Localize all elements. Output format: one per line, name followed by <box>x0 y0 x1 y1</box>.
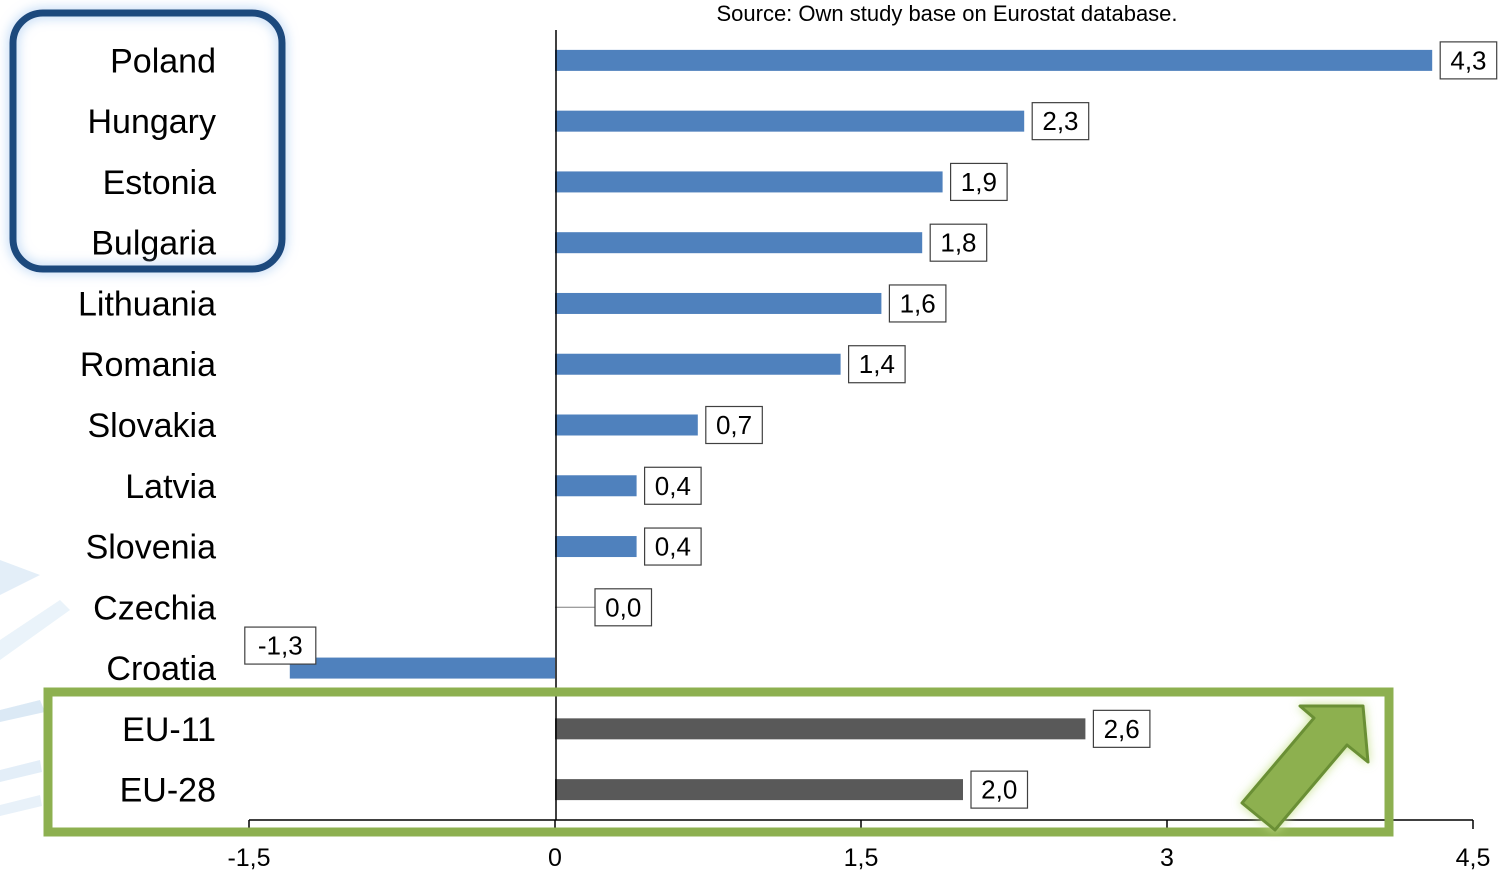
x-tick-label: 3 <box>1160 844 1174 872</box>
data-label-slovakia: 0,7 <box>716 410 752 440</box>
data-label-lithuania: 1,6 <box>900 288 936 318</box>
data-label-box-poland <box>1439 41 1498 80</box>
data-label-box-czechia <box>594 588 653 627</box>
data-label-eu-28: 2,0 <box>981 775 1017 805</box>
category-label-czechia: Czechia <box>93 589 216 627</box>
bar-eu-28 <box>555 779 963 801</box>
data-label-box-estonia <box>949 162 1008 202</box>
data-label-box-slovenia <box>643 527 702 566</box>
bar-bulgaria <box>555 232 923 254</box>
data-label-bulgaria: 1,8 <box>940 228 976 258</box>
data-label-box-hungary <box>1031 102 1090 141</box>
data-label-slovenia: 0,4 <box>655 532 691 562</box>
x-tick-label: 1,5 <box>844 844 879 872</box>
up-right-arrow-icon <box>1240 704 1370 832</box>
x-axis-ticks-group: -1,5 0 1,5 3 4,5 <box>227 820 1490 872</box>
bar-croatia <box>289 657 555 679</box>
bar-hungary <box>555 110 1025 132</box>
data-label-box-croatia <box>244 626 317 665</box>
data-label-romania: 1,4 <box>859 349 895 379</box>
category-label-eu-28: EU-28 <box>120 772 216 810</box>
data-label-latvia: 0,4 <box>655 471 691 501</box>
data-labels-group: 4,3 2,3 1,9 1,81,6 1,4 0,7 0,4 0,4 0,0 -1,3 2,6 2,0 <box>244 41 1498 809</box>
category-label-latvia: Latvia <box>125 468 216 506</box>
data-label-box-slovakia <box>705 405 763 445</box>
bar-romania <box>555 353 841 375</box>
category-label-lithuania: Lithuania <box>78 285 216 323</box>
data-label-box-latvia <box>643 466 702 505</box>
bar-poland <box>555 49 1433 71</box>
category-label-estonia: Estonia <box>103 164 216 202</box>
bar-estonia <box>555 171 943 193</box>
bars-group <box>289 49 1433 801</box>
data-label-box-eu-11 <box>1092 709 1151 748</box>
category-label-slovenia: Slovenia <box>86 529 217 567</box>
bar-eu-11 <box>555 718 1086 740</box>
x-tick-label: -1,5 <box>227 844 270 872</box>
data-label-box-romania <box>847 345 906 384</box>
data-label-czechia: 0,0 <box>605 592 641 622</box>
data-label-estonia: 1,9 <box>961 167 997 197</box>
background-decoration <box>0 560 70 816</box>
x-tick-label: 4,5 <box>1456 844 1491 872</box>
category-label-eu-11: EU-11 <box>122 711 216 749</box>
category-label-hungary: Hungary <box>87 103 216 141</box>
x-tick-label: 0 <box>548 844 562 872</box>
data-label-croatia: -1,3 <box>258 631 303 661</box>
data-label-poland: 4,3 <box>1450 45 1486 75</box>
bar-latvia <box>555 475 637 497</box>
data-label-box-eu-28 <box>970 770 1029 809</box>
bar-slovakia <box>555 414 698 436</box>
data-label-box-bulgaria <box>929 223 988 262</box>
category-labels-group: Poland Hungary Estonia Bulgaria Lithuania Rom… <box>78 42 216 809</box>
source-note: Source: Own study base on Eurostat datab… <box>716 1 1177 26</box>
bar-slovenia <box>555 536 637 558</box>
data-label-eu-11: 2,6 <box>1104 714 1140 744</box>
category-label-croatia: Croatia <box>106 650 216 688</box>
category-label-bulgaria: Bulgaria <box>91 225 216 263</box>
highlight-box-eu-aggregates <box>43 687 1394 837</box>
bar-lithuania <box>555 292 882 314</box>
category-label-poland: Poland <box>110 42 216 80</box>
highlight-box-top-countries <box>9 9 286 273</box>
category-label-slovakia: Slovakia <box>87 407 216 445</box>
data-label-box-lithuania <box>888 284 947 323</box>
data-label-hungary: 2,3 <box>1042 106 1078 136</box>
category-label-romania: Romania <box>80 346 216 384</box>
